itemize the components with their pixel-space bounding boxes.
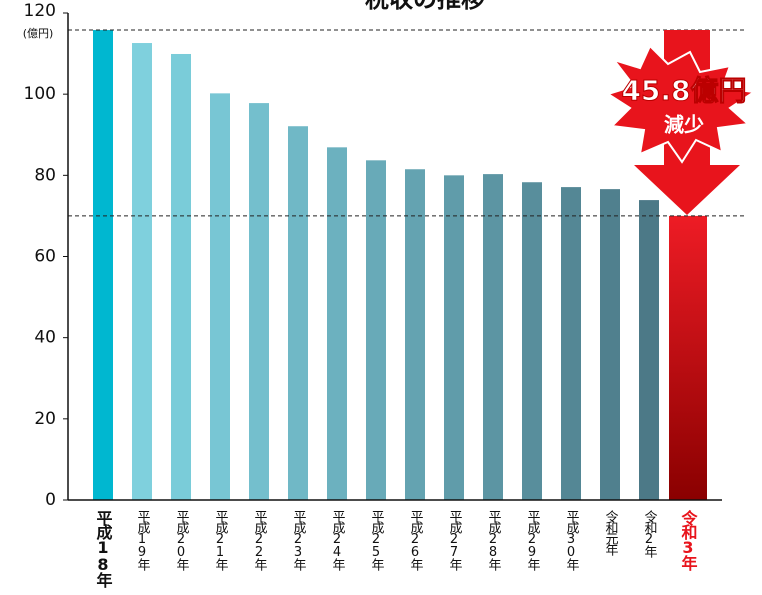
y-tick-label: 0	[45, 490, 56, 510]
bar	[522, 182, 542, 500]
x-tick-label: 平成21年	[213, 510, 229, 571]
bar	[210, 93, 230, 500]
x-tick-label: 平成23年	[291, 510, 307, 571]
x-tick-label: 平成19年	[135, 510, 151, 571]
page: 税収の推移 (億円) 45.8億円 減少 0 20 40 60 80 100 120 平成18…	[0, 0, 762, 595]
x-tick-label: 平成29年	[525, 510, 541, 571]
bar	[93, 30, 113, 500]
x-tick-label: 令和元年	[603, 510, 619, 556]
y-tick-label: 100	[24, 84, 56, 104]
bar	[444, 175, 464, 500]
y-tick-label: 20	[34, 409, 56, 429]
bar	[249, 103, 269, 500]
x-tick-label: 令和2年	[642, 510, 658, 558]
y-tick-label: 40	[34, 328, 56, 348]
bar	[366, 160, 386, 500]
bar	[669, 216, 707, 500]
x-tick-label: 平成20年	[174, 510, 190, 571]
bar	[288, 126, 308, 500]
annotation-text: 減少	[664, 113, 704, 137]
x-tick-label: 平成26年	[408, 510, 424, 571]
x-tick-label: 平成22年	[252, 510, 268, 571]
chart-title: 税収の推移	[365, 0, 485, 13]
bar	[171, 54, 191, 500]
y-tick-label: 80	[34, 165, 56, 185]
bar	[405, 169, 425, 500]
x-tick-label: 平成18年	[94, 510, 113, 589]
bar	[132, 43, 152, 500]
x-tick-label: 平成27年	[447, 510, 463, 571]
x-tick-label: 平成28年	[486, 510, 502, 571]
bar	[561, 187, 581, 500]
bar	[600, 189, 620, 500]
y-tick-label: 120	[24, 1, 56, 21]
x-tick-label: 平成30年	[564, 510, 580, 571]
chart: 税収の推移 (億円) 45.8億円 減少 0 20 40 60 80 100 120 平成18…	[0, 0, 762, 595]
y-tick-label: 60	[34, 247, 56, 267]
bar	[483, 174, 503, 500]
x-tick-label: 平成25年	[369, 510, 385, 571]
bar	[327, 147, 347, 500]
y-unit: (億円)	[23, 27, 54, 40]
bar	[639, 200, 659, 500]
annotation-amount: 45.8億円	[621, 74, 746, 107]
x-tick-label: 平成24年	[330, 510, 346, 571]
x-tick-label: 令和3年	[679, 509, 699, 572]
